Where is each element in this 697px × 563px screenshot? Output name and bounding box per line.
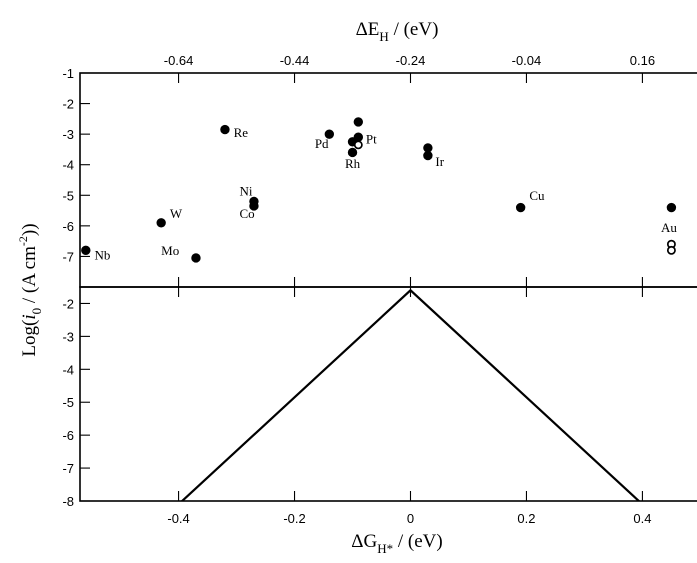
upper-panel: -0.64 -0.44 -0.24 -0.04 0.16 -1 -2 -3 -4 -5 -6 -7 N… xyxy=(62,53,697,288)
upper-y-tick-label: -1 xyxy=(62,66,74,81)
open-data-point xyxy=(353,140,363,150)
upper-y-tick-label: -5 xyxy=(62,188,74,203)
point-label: Re xyxy=(234,125,249,140)
lower-panel: -0.4 -0.2 0 0.2 0.4 -2 -3 -4 -5 -6 -7 -8 xyxy=(62,286,697,526)
lower-panel-frame xyxy=(79,286,697,502)
lower-y-tick-label: -8 xyxy=(62,494,74,509)
filled-data-point xyxy=(156,218,166,228)
upper-y-tick-label: -2 xyxy=(62,97,74,112)
point-label: Co xyxy=(239,206,254,221)
point-label: Mo xyxy=(161,243,179,258)
bottom-x-tick-label: -0.2 xyxy=(283,511,305,526)
point-label: Rh xyxy=(345,156,361,171)
volcano-line xyxy=(180,288,641,501)
point-label: W xyxy=(170,206,183,221)
y-axis-title: Log(i0 / (A cm-2)) xyxy=(16,223,44,356)
top-x-tick-label: -0.24 xyxy=(396,53,426,68)
top-x-tick-label: -0.04 xyxy=(512,53,542,68)
filled-data-point xyxy=(353,117,364,127)
filled-data-point xyxy=(347,147,358,158)
point-label: Pd xyxy=(315,136,329,151)
filled-data-point xyxy=(324,129,335,139)
filled-data-point xyxy=(423,150,433,161)
lower-y-tick-label: -4 xyxy=(62,362,74,377)
filled-data-point xyxy=(515,202,526,213)
filled-data-point xyxy=(423,143,433,153)
bottom-axis-title: ΔGH* / (eV) xyxy=(351,531,442,556)
top-x-tick-label: -0.64 xyxy=(164,53,194,68)
lower-y-tick-label: -6 xyxy=(62,428,74,443)
upper-y-tick-label: -6 xyxy=(62,219,74,234)
top-x-tick-label: -0.44 xyxy=(280,53,310,68)
top-x-tick-label: 0.16 xyxy=(630,53,655,68)
upper-y-tick-label: -4 xyxy=(62,158,74,173)
point-label: Ni xyxy=(239,183,252,198)
lower-y-tick-label: -5 xyxy=(62,395,74,410)
point-label: Nb xyxy=(94,247,110,262)
point-label: Cu xyxy=(529,188,545,203)
point-label: Ir xyxy=(435,154,444,169)
bottom-x-tick-label: 0.4 xyxy=(633,511,651,526)
top-axis-title: ΔEH / (eV) xyxy=(356,19,439,44)
point-label: Pt xyxy=(366,131,377,146)
filled-data-point xyxy=(81,245,91,256)
upper-y-tick-label: -3 xyxy=(62,127,74,142)
filled-data-point xyxy=(249,201,259,211)
lower-y-tick-label: -7 xyxy=(62,461,74,476)
open-data-point xyxy=(666,245,676,255)
filled-data-point xyxy=(666,202,677,213)
bottom-x-tick-label: 0 xyxy=(407,511,414,526)
upper-y-tick-label: -7 xyxy=(62,249,74,264)
lower-y-tick-label: -2 xyxy=(62,296,74,311)
point-label: Au xyxy=(661,220,677,235)
lower-y-tick-label: -3 xyxy=(62,329,74,344)
filled-data-point xyxy=(191,253,201,263)
bottom-x-tick-label: -0.4 xyxy=(167,511,189,526)
bottom-x-tick-label: 0.2 xyxy=(517,511,535,526)
filled-data-point xyxy=(220,124,230,135)
